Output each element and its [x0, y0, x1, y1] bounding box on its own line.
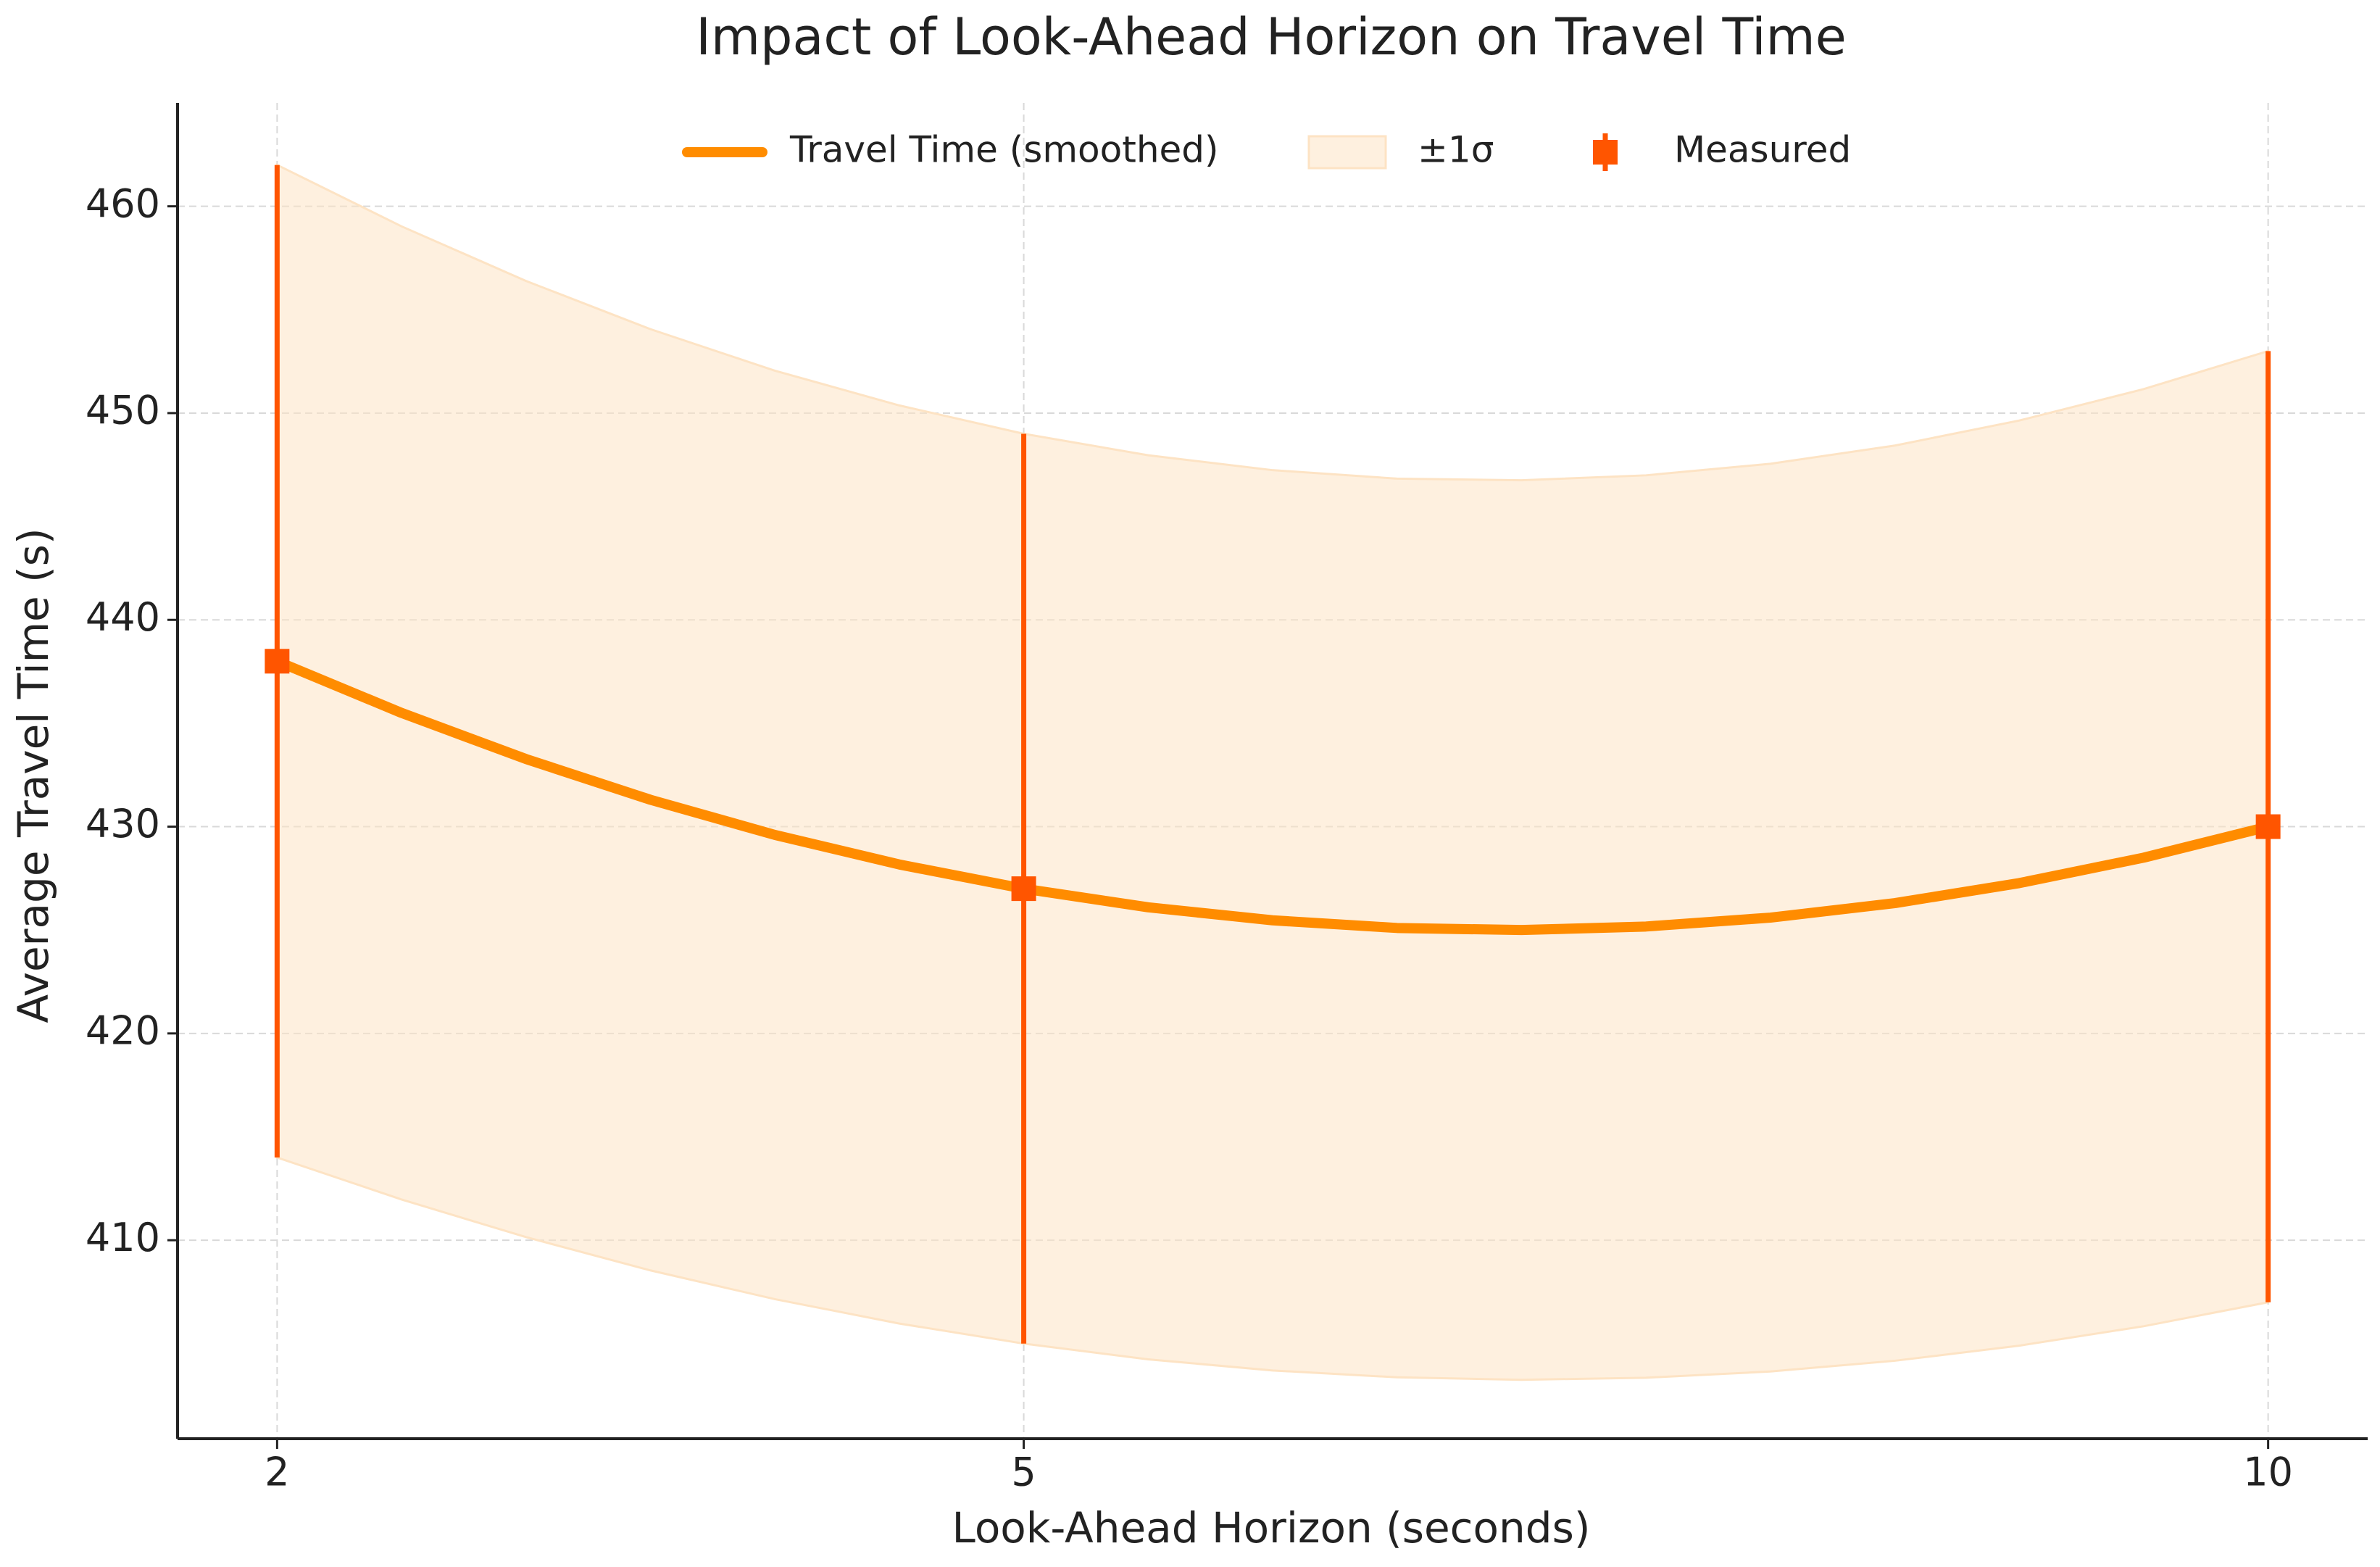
y-tick-label: 450 [86, 388, 160, 433]
y-axis-label: Average Travel Time (s) [9, 528, 58, 1023]
y-tick-label: 460 [86, 180, 160, 226]
x-tick-label: 10 [2243, 1450, 2293, 1495]
legend-swatch [1307, 135, 1387, 170]
x-axis-label: Look-Ahead Horizon (seconds) [952, 1503, 1591, 1553]
x-tick-label: 2 [265, 1450, 289, 1495]
legend-swatch [1593, 140, 1618, 165]
x-tick-label: 5 [1011, 1450, 1036, 1495]
legend-label: ±1σ [1418, 129, 1494, 171]
y-tick-label: 410 [86, 1215, 160, 1260]
point [1011, 876, 1036, 902]
legend-label: Travel Time (smoothed) [789, 129, 1219, 171]
legend: Travel Time (smoothed) ±1σ Measured [682, 129, 1851, 171]
point [2255, 814, 2281, 839]
line [272, 656, 2273, 936]
chart-title: Impact of Look-Ahead Horizon on Travel T… [696, 7, 1847, 67]
point [265, 649, 290, 674]
legend-label: Measured [1674, 129, 1851, 171]
y-tick-label: 420 [86, 1007, 160, 1053]
y-tick-label: 430 [86, 801, 160, 847]
y-tick-label: 440 [86, 594, 160, 640]
